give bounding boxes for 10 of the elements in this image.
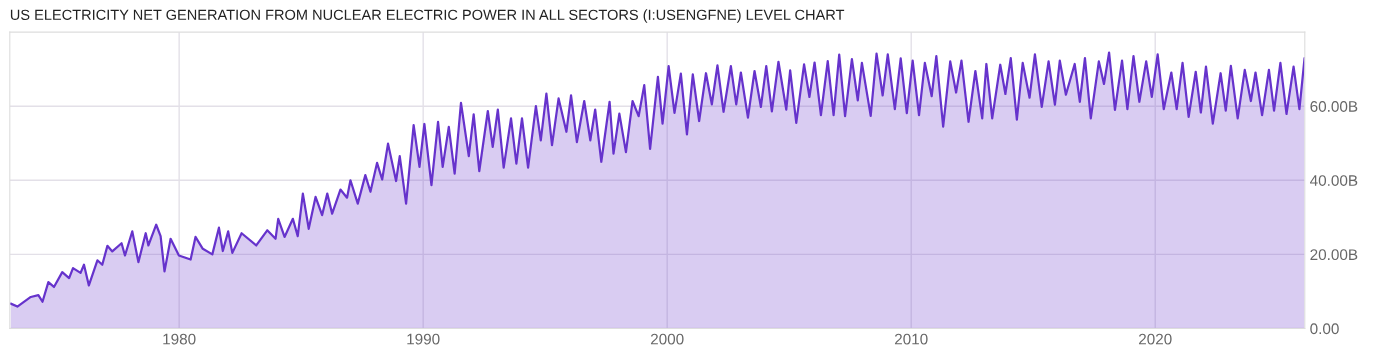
- y-tick-label: 40.00B: [1310, 175, 1358, 186]
- x-tick-label: 2020: [1138, 333, 1172, 345]
- x-tick-label: 1990: [407, 333, 440, 345]
- x-tick-label: 2000: [650, 333, 684, 345]
- x-tick-label: 2010: [894, 333, 928, 345]
- y-tick-label: 20.00B: [1310, 249, 1358, 261]
- x-tick-label: 1980: [163, 333, 196, 345]
- y-tick-label: 0.00: [1310, 323, 1339, 335]
- y-tick-label: 60.00B: [1310, 101, 1358, 112]
- chart-title: US ELECTRICITY NET GENERATION FROM NUCLEAR ELECTRIC POWER IN ALL SECTORS (I:USENGFNE) LEVEL CHART: [10, 9, 845, 23]
